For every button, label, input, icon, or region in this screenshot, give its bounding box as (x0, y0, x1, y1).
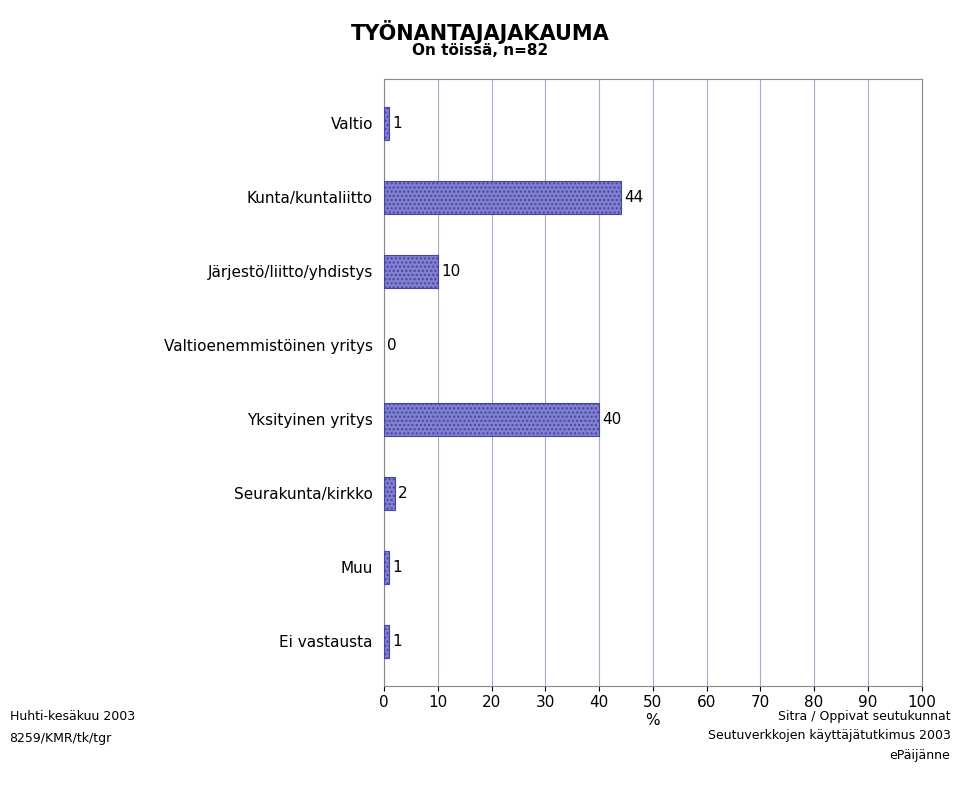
Text: 1: 1 (393, 116, 402, 131)
Text: Sitra / Oppivat seutukunnat: Sitra / Oppivat seutukunnat (778, 710, 950, 723)
Text: 1: 1 (393, 559, 402, 574)
Text: 1: 1 (393, 634, 402, 649)
Bar (384, 551, 390, 584)
Text: ePäijänne: ePäijänne (890, 749, 950, 762)
Text: On töissä, n=82: On töissä, n=82 (412, 43, 548, 58)
Text: Seutuverkkojen käyttäjätutkimus 2003: Seutuverkkojen käyttäjätutkimus 2003 (708, 730, 950, 742)
Bar (384, 477, 395, 510)
Text: Huhti-kesäkuu 2003: Huhti-kesäkuu 2003 (10, 710, 134, 723)
Text: 44: 44 (624, 190, 643, 205)
Text: taloustutkimus oy: taloustutkimus oy (16, 748, 152, 760)
Text: 10: 10 (441, 264, 460, 279)
Text: 8259/KMR/tk/tgr: 8259/KMR/tk/tgr (10, 732, 112, 745)
Text: TYÖNANTAJAJAKAUMA: TYÖNANTAJAJAKAUMA (350, 20, 610, 43)
Bar (384, 625, 390, 658)
Text: 40: 40 (602, 411, 621, 426)
Bar (384, 106, 390, 139)
Text: 2: 2 (398, 485, 408, 500)
Text: 0: 0 (387, 338, 396, 353)
X-axis label: %: % (645, 713, 660, 728)
Bar (384, 180, 620, 214)
Bar (384, 255, 438, 288)
Bar (384, 403, 599, 436)
